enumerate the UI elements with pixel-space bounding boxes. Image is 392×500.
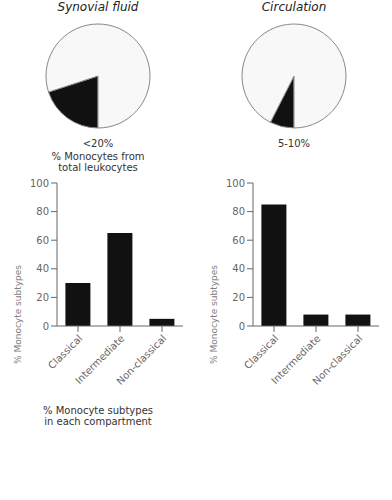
html-text:% Monocyte subtypes in each co: % Monocyte subtypes in each compartment	[43, 405, 153, 427]
svg-text:20: 20	[232, 292, 245, 303]
svg-text:% Monocyte subtypes: % Monocyte subtypes	[13, 265, 23, 364]
html-text:<20%: <20%	[82, 138, 114, 149]
svg-text:Non-classical: Non-classical	[310, 333, 364, 387]
svg-text:0: 0	[43, 321, 49, 332]
html-text:% Monocytes from total leukocy: % Monocytes from total leukocytes	[51, 151, 145, 173]
html-text:5-10%: 5-10%	[277, 138, 311, 149]
svg-text:80: 80	[232, 206, 245, 217]
svg-text:40: 40	[232, 263, 245, 274]
svg-text:60: 60	[36, 235, 49, 246]
svg-text:Classical: Classical	[46, 333, 85, 372]
html-text:Circulation: Circulation	[261, 0, 327, 14]
svg-text:40: 40	[36, 263, 49, 274]
svg-text:Classical: Classical	[242, 333, 281, 372]
svg-text:80: 80	[36, 206, 49, 217]
svg-text:100: 100	[30, 178, 49, 189]
svg-text:Intermediate: Intermediate	[269, 332, 323, 387]
svg-text:60: 60	[232, 235, 245, 246]
svg-text:Non-classical: Non-classical	[114, 333, 168, 387]
svg-text:100: 100	[226, 178, 245, 189]
svg-text:0: 0	[239, 321, 245, 332]
svg-text:Intermediate: Intermediate	[73, 332, 127, 387]
svg-text:20: 20	[36, 292, 49, 303]
svg-text:% Monocyte subtypes: % Monocyte subtypes	[209, 265, 219, 364]
html-text:Synovial fluid: Synovial fluid	[57, 0, 139, 14]
